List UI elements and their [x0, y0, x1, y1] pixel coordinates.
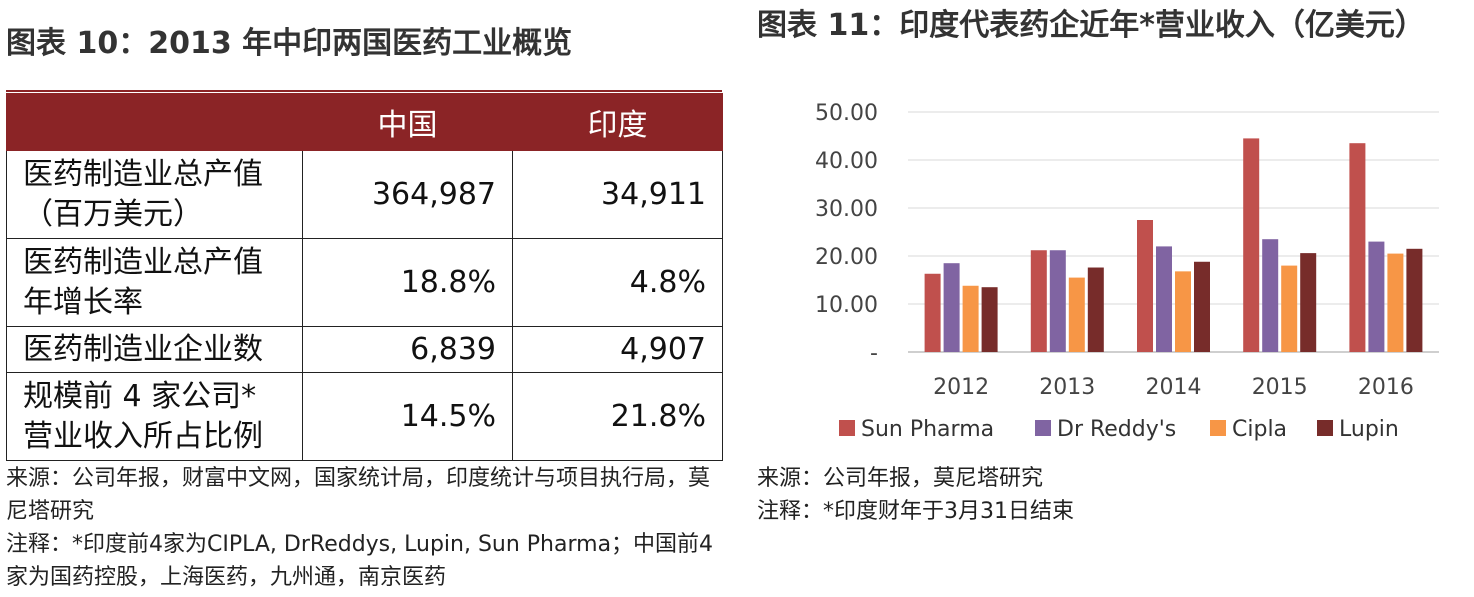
chart-source-text: 来源：公司年报，莫尼塔研究 — [757, 466, 1044, 491]
table-row: 医药制造业总产值年增长率 18.8% 4.8% — [6, 238, 723, 327]
india-value: 21.8% — [512, 372, 723, 461]
legend-label: Dr Reddy's — [1057, 417, 1176, 442]
bar — [1137, 220, 1153, 352]
x-tick-label: 2014 — [1146, 375, 1202, 400]
x-tick-label: 2015 — [1252, 375, 1308, 400]
table-row: 医药制造业企业数 6,839 4,907 — [6, 326, 723, 373]
bar — [1156, 246, 1172, 352]
table-row: 规模前 4 家公司*营业收入所占比例 14.5% 21.8% — [6, 372, 723, 461]
bar — [1387, 253, 1404, 352]
bar — [943, 263, 960, 352]
india-value: 4.8% — [512, 238, 723, 327]
bar — [924, 273, 941, 352]
y-tick-label: 50.00 — [815, 101, 878, 126]
y-tick-label: 40.00 — [815, 149, 878, 174]
chart-note-text: 注释：*印度财年于3月31日结束 — [757, 499, 1074, 524]
legend-label: Lupin — [1339, 417, 1399, 442]
table-row: 医药制造业总产值（百万美元） 364,987 34,911 — [6, 150, 723, 239]
india-value: 4,907 — [512, 326, 723, 373]
bar — [1175, 271, 1191, 352]
chart-figure-title: 图表 11：印度代表药企近年*营业收入（亿美元） — [757, 8, 1425, 43]
x-tick-label: 2016 — [1358, 375, 1414, 400]
bar — [1406, 248, 1423, 352]
legend-label: Cipla — [1232, 417, 1287, 442]
bar — [1281, 265, 1298, 352]
x-tick-label: 2013 — [1039, 375, 1095, 400]
table-top-rule — [6, 90, 722, 92]
china-value: 14.5% — [302, 372, 513, 461]
legend-swatch — [1035, 420, 1051, 436]
industry-overview-table: 中国 印度 医药制造业总产值（百万美元） 364,987 34,911 医药制造… — [6, 93, 723, 461]
table-source-text: 来源：公司年报，财富中文网，国家统计局，印度统计与项目执行局，莫尼塔研究 — [6, 466, 711, 524]
bar — [1349, 143, 1366, 352]
bar — [1368, 241, 1385, 352]
right-panel: 图表 11：印度代表药企近年*营业收入（亿美元） - 10.00 20.00 30.0… — [755, 0, 1474, 597]
row-label: 规模前 4 家公司*营业收入所占比例 — [6, 372, 303, 461]
row-label: 医药制造业企业数 — [6, 326, 303, 373]
x-tick-label: 2012 — [933, 375, 989, 400]
header-cell-blank — [6, 93, 303, 151]
header-cell-china: 中国 — [302, 93, 513, 151]
row-label: 医药制造业总产值年增长率 — [6, 238, 303, 327]
revenue-bar-chart: - 10.00 20.00 30.00 40.00 50.00 2012 2013 2014 20… — [815, 101, 1439, 442]
table-notes: 来源：公司年报，财富中文网，国家统计局，印度统计与项目执行局，莫尼塔研究 注释：… — [6, 462, 724, 594]
y-tick-label: 20.00 — [815, 245, 878, 270]
bar — [1068, 277, 1085, 352]
bar — [1030, 250, 1047, 352]
bar — [962, 285, 979, 352]
legend-swatch — [1210, 420, 1226, 436]
bar — [1194, 261, 1210, 352]
bar — [1262, 239, 1279, 352]
legend-label: Sun Pharma — [861, 417, 994, 442]
header-cell-india: 印度 — [512, 93, 723, 151]
bar — [1243, 138, 1260, 352]
y-tick-label: 30.00 — [815, 197, 878, 222]
legend-swatch — [839, 420, 855, 436]
table-figure-title: 图表 10：2013 年中印两国医药工业概览 — [6, 26, 573, 61]
china-value: 18.8% — [302, 238, 513, 327]
china-value: 364,987 — [302, 150, 513, 239]
bar — [1300, 253, 1317, 352]
y-tick-label: 10.00 — [815, 293, 878, 318]
india-value: 34,911 — [512, 150, 723, 239]
china-value: 6,839 — [302, 326, 513, 373]
legend-swatch — [1317, 420, 1333, 436]
bar — [981, 287, 998, 352]
bar — [1087, 267, 1104, 352]
y-tick-label: - — [870, 341, 878, 366]
row-label: 医药制造业总产值（百万美元） — [6, 150, 303, 239]
table-note-text: 注释：*印度前4家为CIPLA, DrReddys, Lupin, Sun Ph… — [6, 532, 714, 590]
chart-notes: 来源：公司年报，莫尼塔研究 注释：*印度财年于3月31日结束 — [757, 462, 1074, 528]
table-header-row: 中国 印度 — [6, 93, 723, 151]
bar — [1049, 250, 1066, 352]
